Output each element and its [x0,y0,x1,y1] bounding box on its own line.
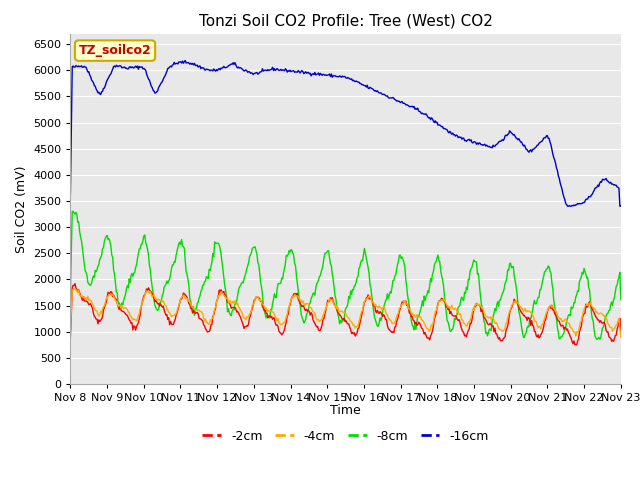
Title: Tonzi Soil CO2 Profile: Tree (West) CO2: Tonzi Soil CO2 Profile: Tree (West) CO2 [198,13,493,28]
Legend: -2cm, -4cm, -8cm, -16cm: -2cm, -4cm, -8cm, -16cm [197,425,494,448]
X-axis label: Time: Time [330,405,361,418]
Text: TZ_soilco2: TZ_soilco2 [79,44,152,57]
Y-axis label: Soil CO2 (mV): Soil CO2 (mV) [15,165,28,252]
